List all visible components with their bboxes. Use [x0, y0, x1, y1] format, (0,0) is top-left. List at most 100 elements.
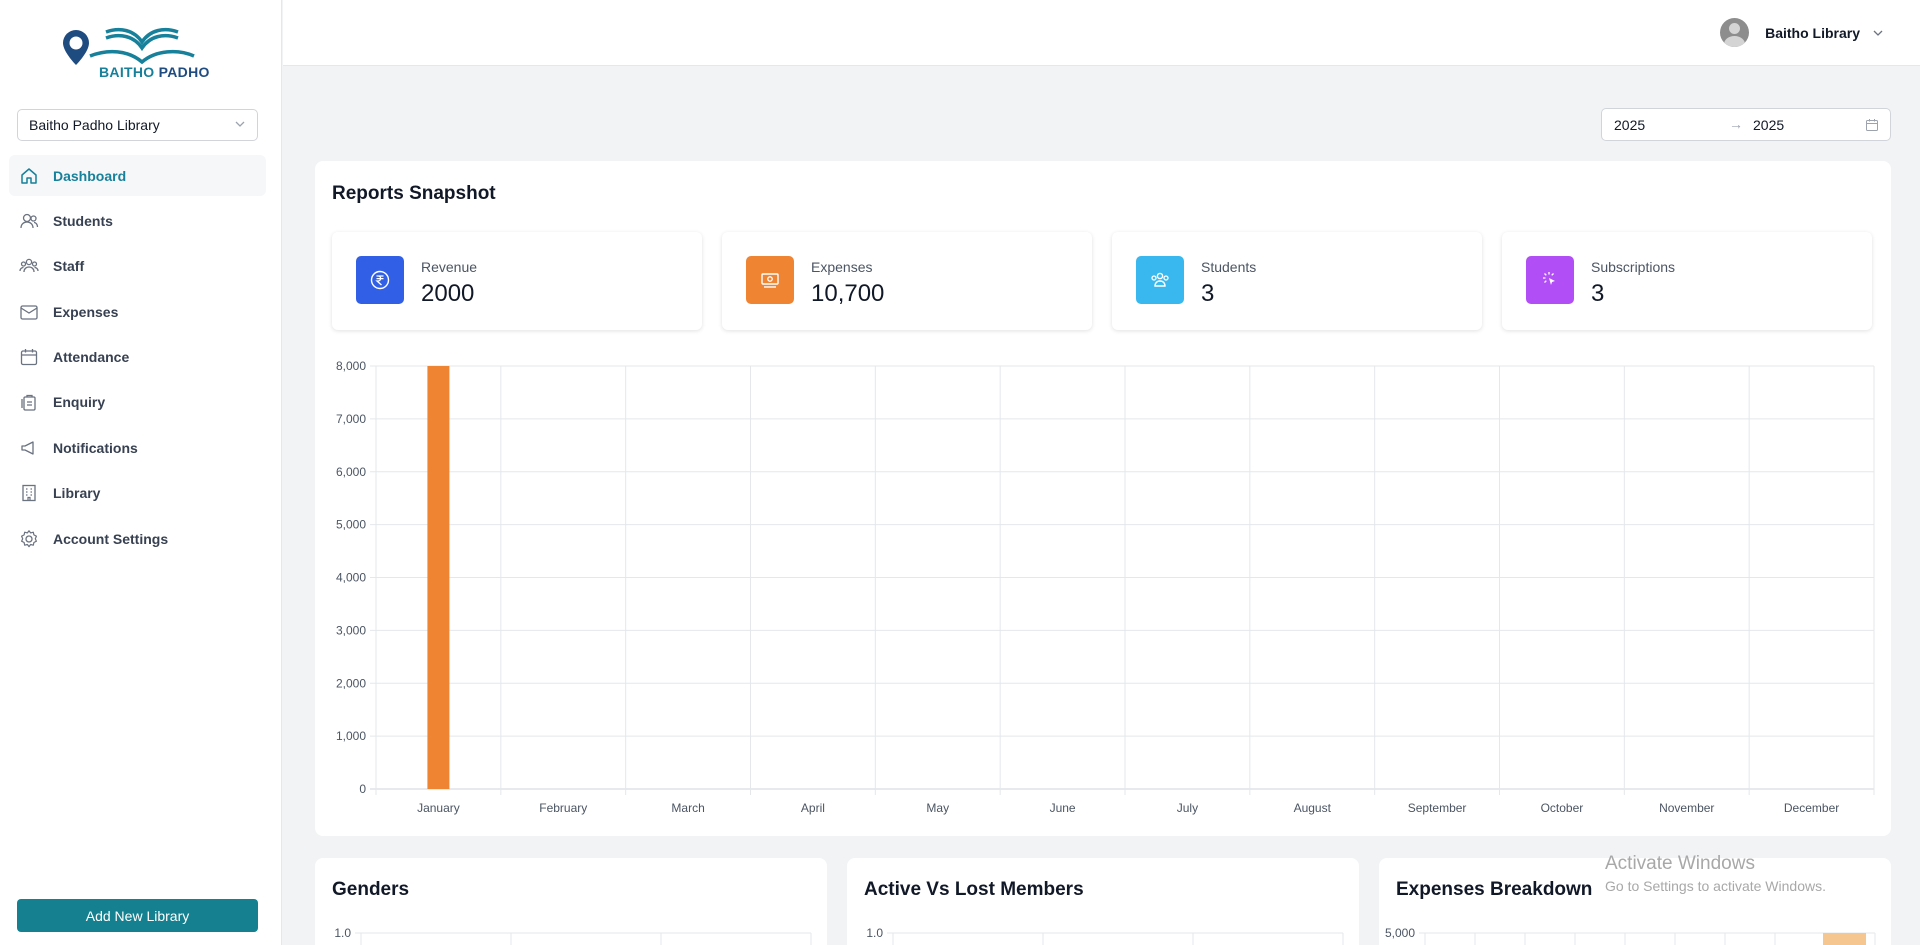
x-tick-label: January: [417, 801, 460, 815]
sidebar-nav: Dashboard Students Staff Expenses Attend…: [9, 155, 266, 564]
expenses-breakdown-card: Expenses Breakdown 5,000: [1379, 858, 1891, 945]
sidebar-item-label: Account Settings: [53, 530, 169, 547]
sidebar-item-label: Staff: [53, 258, 85, 275]
stat-label: Subscriptions: [1591, 259, 1676, 275]
group-icon: [1136, 256, 1184, 304]
sidebar-item-notifications[interactable]: Notifications: [9, 427, 266, 468]
user-name: Baitho Library: [1765, 24, 1860, 41]
y-tick-label: 1.0: [334, 926, 351, 940]
stat-card-revenue: Revenue 2000: [332, 232, 702, 330]
sidebar-item-label: Enquiry: [53, 394, 106, 411]
reports-title: Reports Snapshot: [332, 183, 496, 204]
x-tick-label: April: [801, 801, 825, 815]
stat-value: 2000: [421, 280, 475, 307]
expenses-breakdown-chart: 5,000: [1385, 926, 1876, 945]
cash-icon: [746, 256, 794, 304]
user-menu[interactable]: Baitho Library: [1720, 18, 1884, 47]
active-vs-lost-chart: 1.0: [866, 926, 1344, 945]
x-tick-label: July: [1177, 801, 1198, 815]
chevron-down-icon: [235, 121, 245, 127]
sidebar-item-dashboard[interactable]: Dashboard: [9, 155, 266, 196]
sidebar-item-label: Notifications: [53, 439, 138, 456]
expense-bar: [1823, 933, 1866, 945]
y-tick-label: 2,000: [336, 676, 366, 690]
stat-value: 10,700: [811, 280, 885, 307]
avatar: [1720, 18, 1750, 47]
x-tick-label: June: [1050, 801, 1076, 815]
date-range-to[interactable]: 2025: [1753, 117, 1785, 133]
sidebar-item-label: Students: [53, 212, 113, 229]
reports-snapshot-card: Reports Snapshot Revenue 2000 Expenses 1…: [315, 161, 1891, 836]
brand-logo: [63, 28, 195, 65]
sidebar-item-account-settings[interactable]: Account Settings: [9, 518, 266, 559]
y-tick-label: 0: [359, 782, 366, 796]
stat-label: Expenses: [811, 259, 873, 275]
y-tick-label: 5,000: [336, 518, 366, 532]
brand-part-1: BAITHO: [99, 64, 155, 80]
sidebar-item-label: Expenses: [53, 303, 119, 320]
sidebar-item-expenses[interactable]: Expenses: [9, 291, 266, 332]
y-tick-label: 5,000: [1385, 926, 1415, 940]
library-select[interactable]: Baitho Padho Library: [17, 109, 258, 141]
wallet-icon: [18, 301, 40, 323]
add-new-library-button[interactable]: Add New Library: [17, 899, 258, 932]
stat-label: Revenue: [421, 259, 478, 275]
stat-value: 3: [1201, 280, 1215, 307]
gear-icon: [18, 528, 40, 550]
home-icon: [18, 165, 40, 187]
stat-value: 3: [1591, 280, 1605, 307]
users-icon: [18, 210, 40, 232]
x-tick-label: February: [539, 801, 587, 815]
rupee-icon: [356, 256, 404, 304]
stat-card-students: Students 3: [1112, 232, 1482, 330]
y-tick-label: 8,000: [336, 359, 366, 373]
arrow-right-icon: →: [1729, 116, 1743, 132]
y-tick-label: 3,000: [336, 623, 366, 637]
x-tick-label: October: [1541, 801, 1584, 815]
date-range-from[interactable]: 2025: [1614, 117, 1646, 133]
sidebar-item-students[interactable]: Students: [9, 200, 266, 241]
clipboard-icon: [18, 391, 40, 413]
y-tick-label: 1.0: [866, 926, 883, 940]
building-icon: [18, 482, 40, 504]
team-icon: [18, 255, 40, 277]
calendar-icon: [18, 346, 40, 368]
y-tick-label: 6,000: [336, 465, 366, 479]
x-tick-label: September: [1408, 801, 1467, 815]
sidebar-item-label: Library: [53, 485, 101, 502]
sidebar-item-staff[interactable]: Staff: [9, 246, 266, 287]
bar-january: [427, 366, 450, 789]
x-tick-label: March: [671, 801, 704, 815]
sidebar-item-label: Dashboard: [53, 167, 127, 184]
y-tick-label: 1,000: [336, 729, 366, 743]
genders-card: Genders 1.0: [315, 858, 827, 945]
chevron-down-icon: [1873, 30, 1883, 36]
date-range-picker[interactable]: 2025 → 2025: [1601, 108, 1891, 141]
card-title: Genders: [332, 879, 410, 900]
x-tick-label: May: [926, 801, 949, 815]
library-select-value: Baitho Padho Library: [29, 117, 160, 133]
sidebar-item-attendance[interactable]: Attendance: [9, 337, 266, 378]
brand-wordmark: BAITHO PADHO: [99, 64, 210, 80]
top-bar: Baitho Library: [283, 0, 1920, 66]
y-tick-label: 7,000: [336, 412, 366, 426]
sidebar-item-enquiry[interactable]: Enquiry: [9, 382, 266, 423]
x-tick-label: August: [1294, 801, 1332, 815]
stat-card-subscriptions: Subscriptions 3: [1502, 232, 1872, 330]
stat-label: Students: [1201, 259, 1257, 275]
brand-part-2: PADHO: [158, 64, 210, 80]
sidebar: BAITHO PADHO Baitho Padho Library Dashbo…: [0, 0, 282, 945]
active-vs-lost-card: Active Vs Lost Members 1.0: [847, 858, 1359, 945]
y-tick-label: 4,000: [336, 571, 366, 585]
sidebar-item-library[interactable]: Library: [9, 473, 266, 514]
x-tick-label: December: [1784, 801, 1839, 815]
card-title: Expenses Breakdown: [1396, 879, 1593, 900]
monthly-bar-chart: 0 1,000 2,000 3,000 4,000 5,000 6,000 7,000 8,00…: [336, 359, 1875, 815]
stat-card-expenses: Expenses 10,700: [722, 232, 1092, 330]
genders-chart: 1.0: [334, 926, 812, 945]
calendar-icon: [1866, 119, 1878, 131]
megaphone-icon: [18, 437, 40, 459]
sidebar-item-label: Attendance: [53, 349, 130, 366]
card-title: Active Vs Lost Members: [864, 879, 1084, 900]
cursor-click-icon: [1526, 256, 1574, 304]
